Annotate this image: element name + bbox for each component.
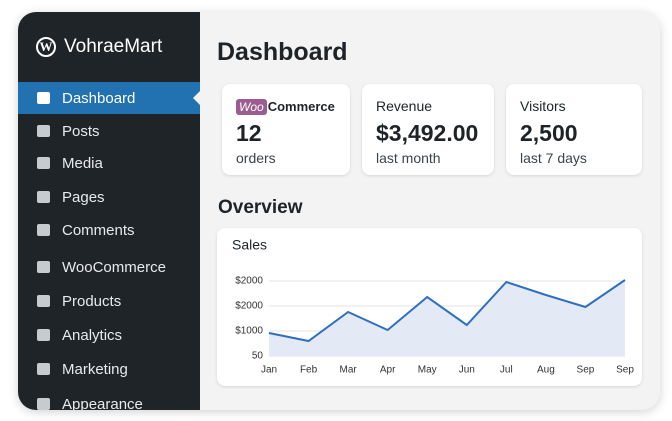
card-sub: last 7 days bbox=[520, 150, 587, 166]
orders-card: Woo Commerce 12 orders bbox=[222, 84, 350, 175]
card-sub: last month bbox=[376, 150, 441, 166]
menu-label: Posts bbox=[62, 122, 100, 140]
card-label: Revenue bbox=[376, 98, 433, 114]
menu-icon bbox=[37, 157, 50, 169]
card-value: 2,500 bbox=[520, 120, 578, 146]
chart-title: Sales bbox=[232, 237, 267, 253]
menu-item[interactable]: Posts bbox=[18, 115, 200, 147]
x-tick-label: Jun bbox=[459, 365, 475, 376]
menu-label: Appearance bbox=[62, 395, 143, 411]
card-value: $3,492.00 bbox=[376, 120, 479, 146]
y-tick-label: $1000 bbox=[235, 326, 263, 337]
menu-icon bbox=[37, 125, 50, 137]
x-tick-label: Jan bbox=[261, 365, 277, 376]
y-tick-label: $2000 bbox=[235, 276, 263, 287]
sidebar: W VohraeMart Dashboard Posts Media Pages Comm… bbox=[18, 12, 201, 410]
menu-item[interactable]: Appearance bbox=[18, 388, 200, 410]
menu-item[interactable]: WooCommerce bbox=[18, 251, 200, 283]
commerce-text: Commerce bbox=[267, 99, 335, 114]
menu-item[interactable]: Comments bbox=[18, 214, 200, 246]
menu-icon bbox=[37, 363, 50, 375]
y-tick-label: 50 bbox=[252, 351, 264, 362]
menu-item[interactable]: Analytics bbox=[18, 319, 200, 351]
card-sub: orders bbox=[236, 150, 276, 166]
x-tick-label: May bbox=[418, 365, 437, 376]
section-title: Overview bbox=[218, 197, 303, 218]
menu-icon bbox=[37, 295, 50, 307]
menu-label: Media bbox=[62, 154, 103, 172]
menu-item[interactable]: Marketing bbox=[18, 353, 200, 385]
card-label: Woo Commerce bbox=[236, 98, 335, 115]
menu-label: Marketing bbox=[62, 360, 128, 378]
x-tick-label: Feb bbox=[300, 365, 318, 376]
menu-label: Analytics bbox=[62, 326, 123, 344]
sales-line bbox=[268, 279, 626, 343]
site-name: VohraeMart bbox=[64, 36, 163, 57]
x-tick-label: Apr bbox=[380, 365, 396, 376]
menu-label: Dashboard bbox=[62, 89, 136, 107]
visitors-card: Visitors 2,500 last 7 days bbox=[506, 84, 642, 175]
card-label: Visitors bbox=[520, 98, 566, 114]
menu-icon bbox=[37, 329, 50, 341]
card-value: 12 bbox=[236, 120, 262, 146]
chart-card: Sales 50 $1000 $2000 $2000 Jan Feb Mar Apr May Ju… bbox=[217, 228, 642, 386]
x-tick-label: Jul bbox=[500, 365, 513, 376]
x-tick-label: Mar bbox=[339, 365, 357, 376]
page-title: Dashboard bbox=[217, 38, 348, 66]
menu-icon bbox=[37, 398, 50, 410]
menu-icon bbox=[37, 261, 50, 273]
menu-label: Comments bbox=[62, 221, 135, 239]
active-notch bbox=[193, 90, 201, 106]
sales-area bbox=[269, 280, 625, 356]
brand: W VohraeMart bbox=[36, 36, 162, 58]
wp-logo: W bbox=[36, 37, 56, 57]
x-tick-label: Sep bbox=[577, 365, 595, 376]
woo-badge: Woo bbox=[236, 99, 267, 115]
menu-label: Pages bbox=[62, 188, 105, 206]
menu-icon bbox=[37, 191, 50, 203]
menu-item[interactable]: Products bbox=[18, 285, 200, 317]
window: W VohraeMart Dashboard Posts Media Pages Comm… bbox=[18, 12, 660, 410]
chart: Sales 50 $1000 $2000 $2000 Jan Feb Mar Apr May Ju… bbox=[232, 237, 634, 376]
menu-item[interactable]: Media bbox=[18, 147, 200, 179]
menu-label: Products bbox=[62, 292, 122, 310]
menu-item[interactable]: Pages bbox=[18, 181, 200, 213]
menu-icon bbox=[37, 224, 50, 236]
menu-icon bbox=[37, 92, 50, 104]
revenue-card: Revenue $3,492.00 last month bbox=[362, 84, 494, 175]
y-tick-label: $2000 bbox=[235, 301, 263, 312]
menu-item[interactable]: Dashboard bbox=[18, 82, 201, 114]
x-tick-label: Sep bbox=[616, 365, 634, 376]
x-tick-label: Aug bbox=[537, 365, 555, 376]
menu-label: WooCommerce bbox=[62, 258, 166, 276]
